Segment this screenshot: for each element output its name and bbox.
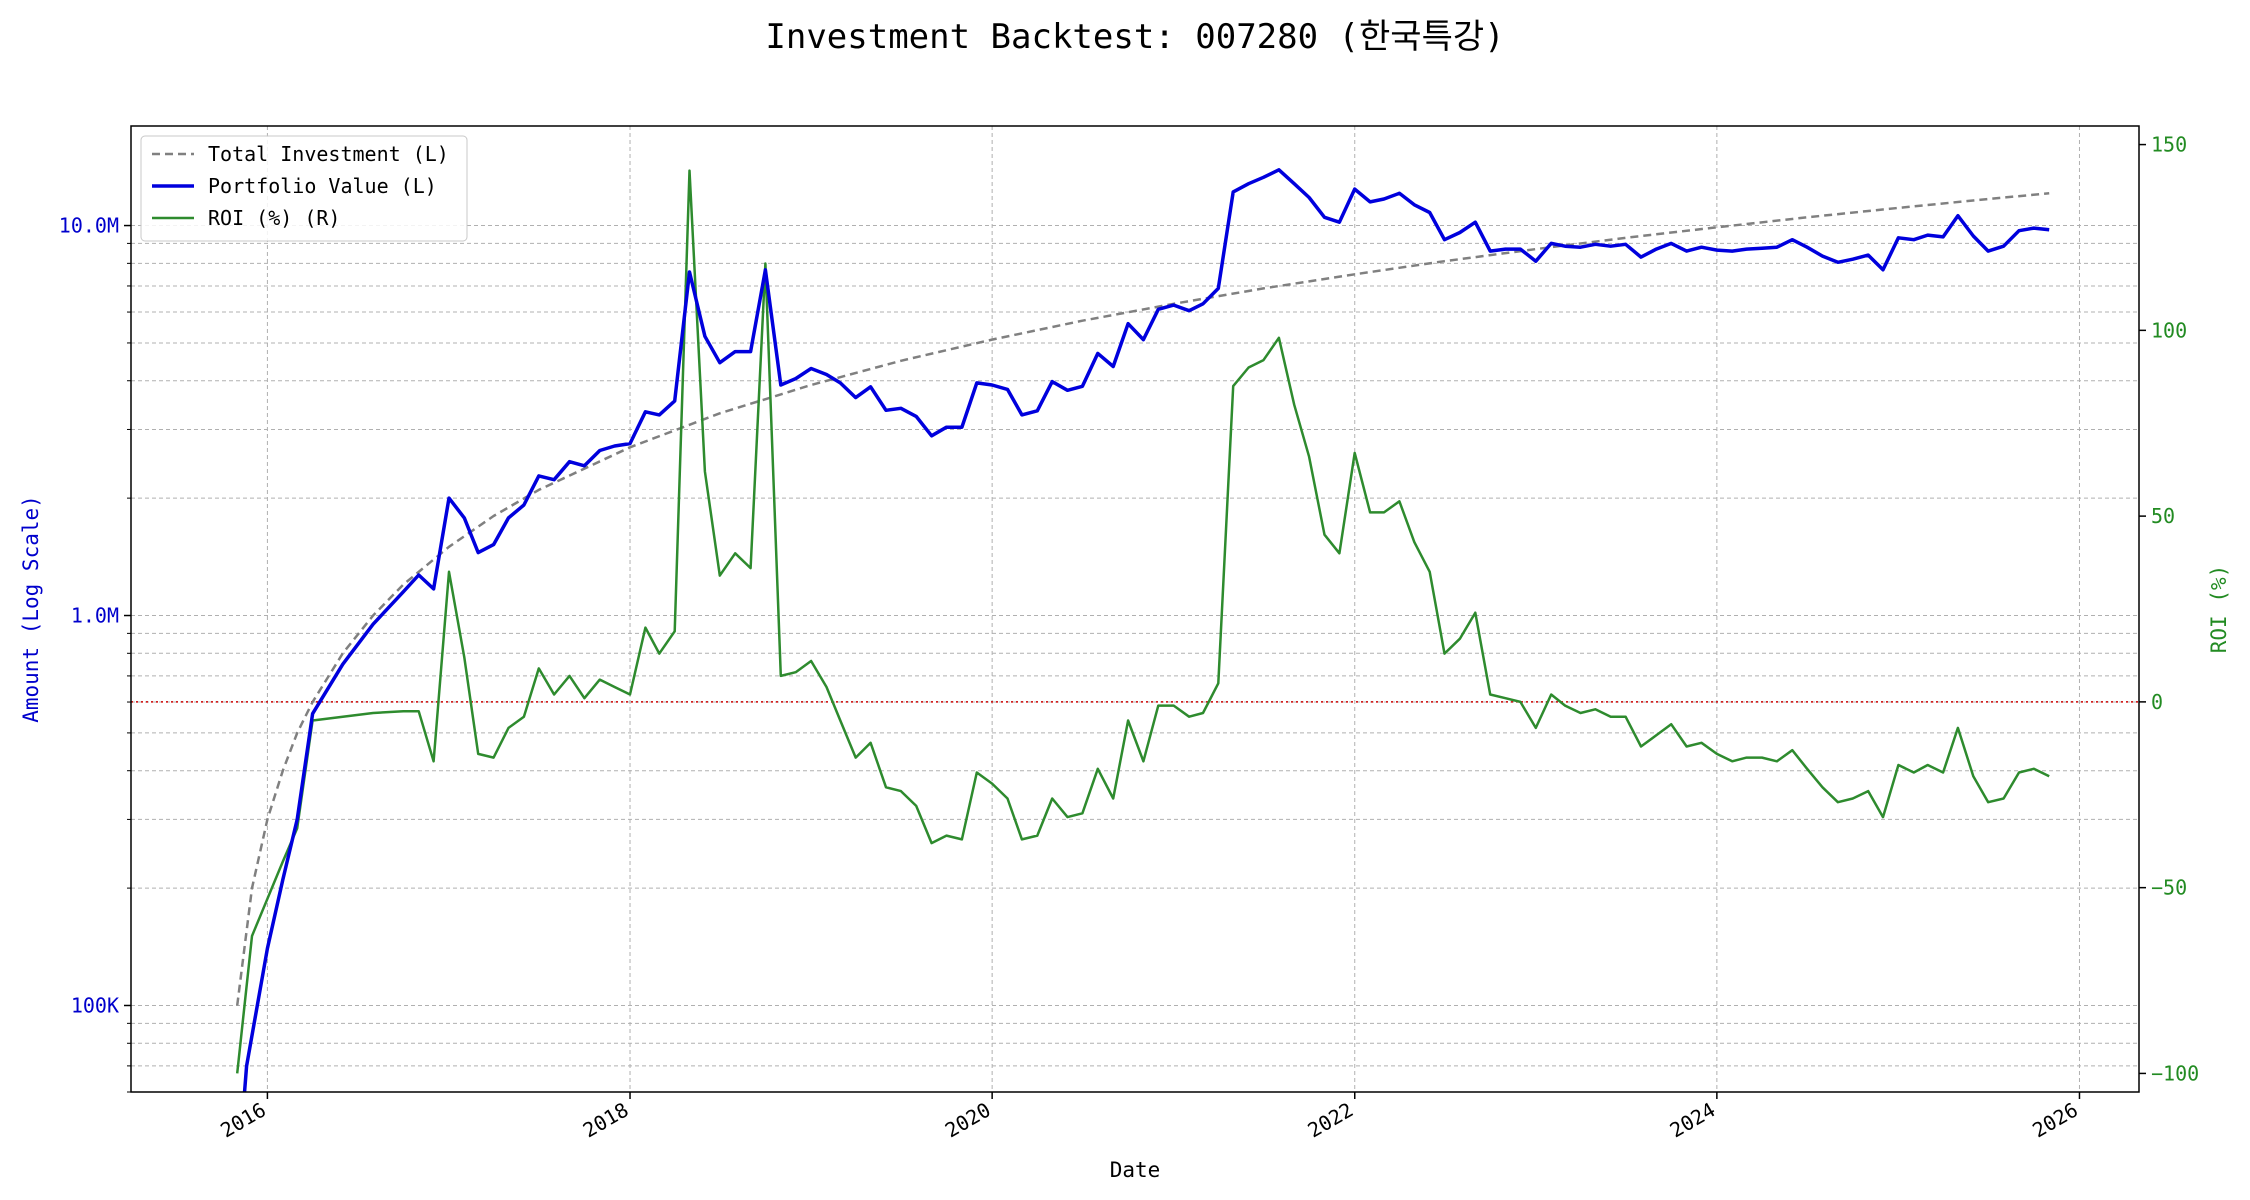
series-line-portfolio-value (242, 168, 2050, 1092)
x-tick-label-2016: 2016 (216, 1098, 270, 1143)
x-axis-label: Date (1110, 1158, 1161, 1182)
right-tick-label-50: 50 (2151, 504, 2175, 528)
right-tick-label-150: 150 (2151, 133, 2187, 157)
right-tick-label--50: −50 (2151, 876, 2187, 900)
x-axis-ticks: 2016 2018 2020 2022 2024 2026 (216, 1092, 2082, 1142)
x-tick-label-2026: 2026 (2028, 1098, 2082, 1143)
right-tick-label--100: −100 (2151, 1061, 2199, 1085)
legend: Total Investment (L) Portfolio Value (L)… (140, 135, 468, 242)
left-tick-label-10.0M: 10.0M (59, 214, 119, 238)
x-tick-label-2018: 2018 (579, 1098, 633, 1143)
right-y-axis-ticks: −100 −50 0 50 100 150 (2139, 133, 2199, 1085)
left-tick-label-1.0M: 1.0M (71, 604, 119, 628)
legend-label-roi: ROI (%) (R) (208, 206, 340, 230)
legend-box (140, 135, 468, 242)
left-y-axis-ticks: 100K 1.0M 10.0M (59, 214, 131, 1093)
x-tick-label-2020: 2020 (941, 1098, 995, 1143)
series-line-roi (235, 169, 2050, 1074)
plot-frame (130, 125, 2140, 1093)
chart-title: Investment Backtest: 007280 (한국특강) (765, 17, 1504, 57)
x-tick-label-2022: 2022 (1304, 1098, 1358, 1143)
x-tick-label-2024: 2024 (1666, 1098, 1720, 1143)
right-tick-label-0: 0 (2151, 690, 2163, 714)
left-tick-label-100K: 100K (71, 993, 119, 1017)
series-lines (235, 168, 2050, 1092)
legend-label-total-investment: Total Investment (L) (208, 142, 449, 166)
series-line-total-investment (235, 192, 2050, 1006)
right-y-axis-label: ROI (%) (2207, 565, 2231, 654)
left-y-axis-label: Amount (Log Scale) (19, 495, 43, 723)
legend-label-portfolio-value: Portfolio Value (L) (208, 174, 437, 198)
grid-lines (131, 126, 2139, 1093)
right-tick-label-100: 100 (2151, 318, 2187, 342)
